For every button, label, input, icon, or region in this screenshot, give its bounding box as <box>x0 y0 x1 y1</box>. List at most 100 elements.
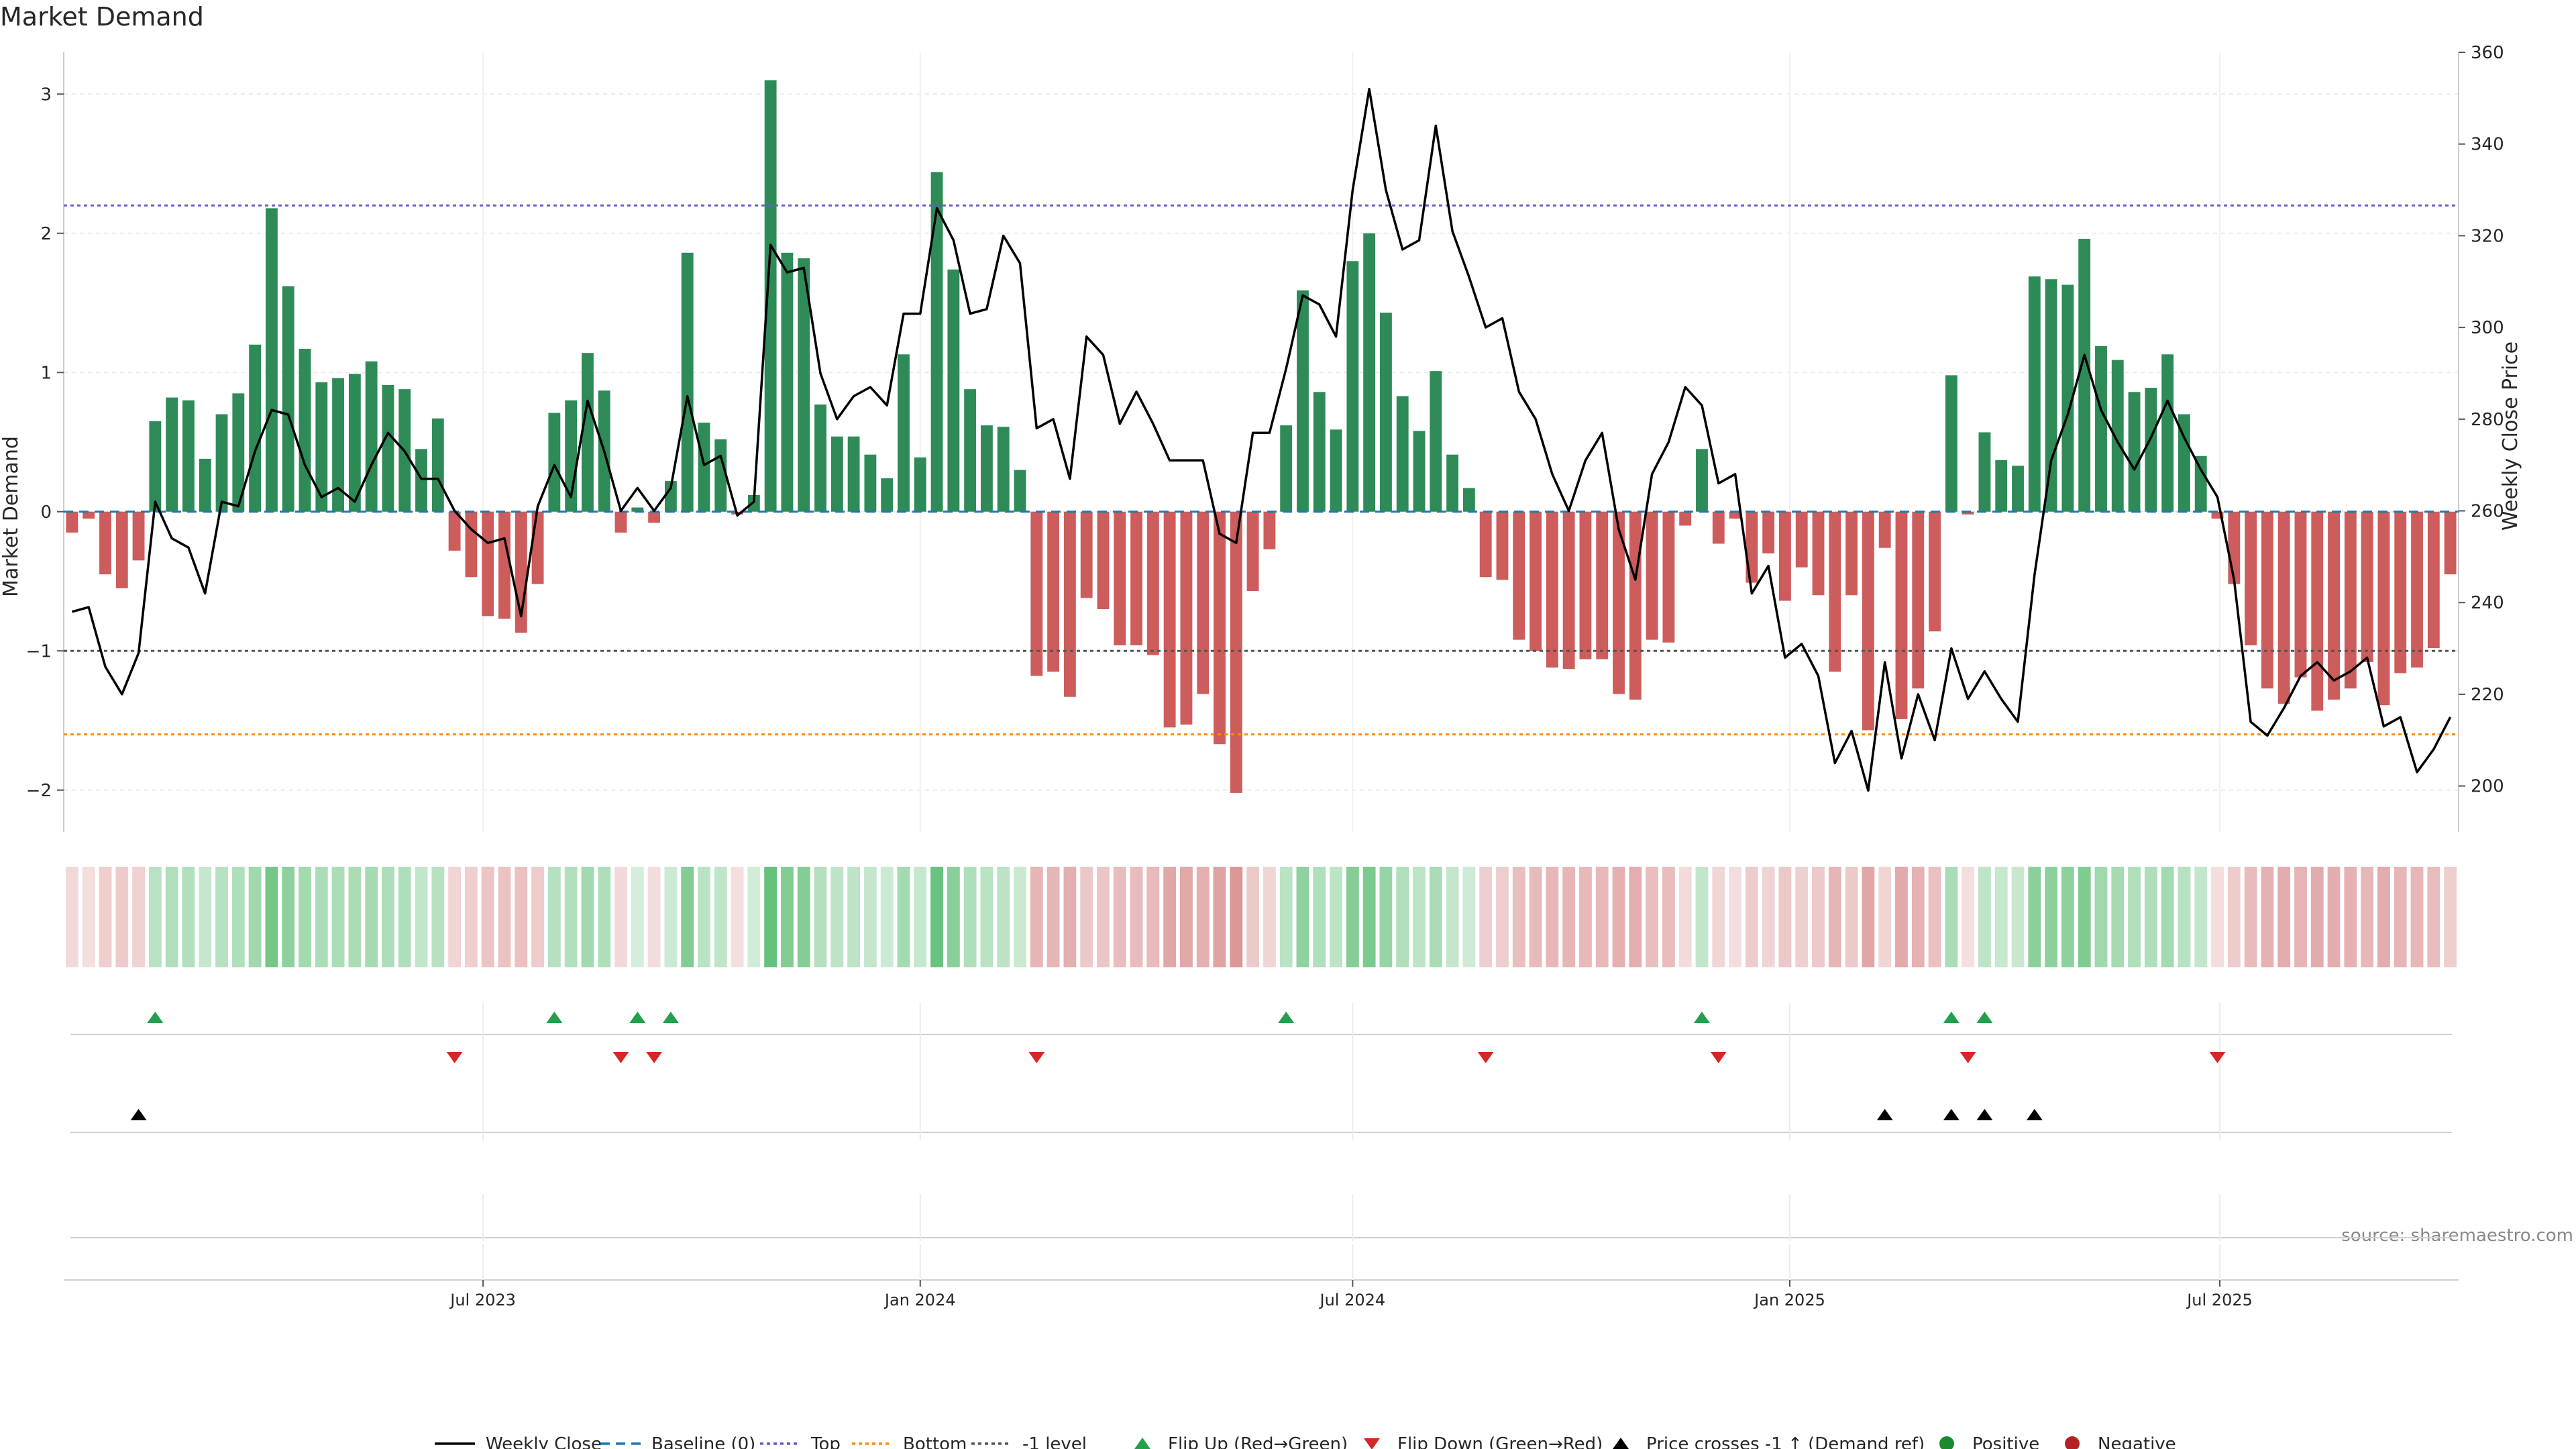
strip-cell-negative <box>1479 867 1493 967</box>
strip-cell-positive <box>781 867 794 967</box>
demand-bar-positive <box>1280 425 1293 512</box>
strip-cell-positive <box>581 867 594 967</box>
demand-bar-negative <box>115 511 128 588</box>
demand-bar-negative <box>1180 511 1193 725</box>
strip-cell-negative <box>1512 867 1525 967</box>
demand-bar-positive <box>182 400 195 512</box>
demand-bar-negative <box>482 511 494 616</box>
legend: Weekly Close Baseline (0) Top Bottom -1 leve… <box>435 1434 2176 1449</box>
strip-cell-negative <box>464 867 478 967</box>
legend-swatch-dot <box>2065 1436 2080 1449</box>
demand-bar-negative <box>648 511 661 523</box>
strip-cell-negative <box>2211 867 2224 967</box>
strip-cell-positive <box>165 867 178 967</box>
demand-bar-positive <box>2161 354 2174 512</box>
legend-label: -1 level <box>1022 1434 1087 1449</box>
demand-bar-positive <box>714 439 727 512</box>
strip-cell-positive <box>1413 867 1426 967</box>
strip-cell-negative <box>1745 867 1758 967</box>
legend-label: Weekly Close <box>486 1434 602 1449</box>
strip-cell-positive <box>1945 867 1958 967</box>
demand-bar-positive <box>1346 261 1359 512</box>
strip-cell-negative <box>1046 867 1060 967</box>
legend-label: Bottom <box>903 1434 967 1449</box>
demand-bar-negative <box>1929 511 1941 632</box>
strip-cell-negative <box>1629 867 1642 967</box>
strip-cell-negative <box>1113 867 1126 967</box>
demand-bar-positive <box>1945 375 1957 512</box>
demand-bar-negative <box>1762 511 1775 553</box>
demand-bar-positive <box>2194 455 2207 512</box>
strip-cell-negative <box>2444 867 2457 967</box>
demand-bar-positive <box>431 418 444 512</box>
flip-down-marker <box>446 1052 463 1063</box>
demand-bar-negative <box>1746 511 1758 583</box>
left-tick-label: 1 <box>40 363 52 383</box>
demand-bar-positive <box>365 361 378 512</box>
strip-cell-negative <box>2377 867 2390 967</box>
strip-cell-positive <box>2011 867 2025 967</box>
demand-bar-positive <box>332 378 344 512</box>
strip-cell-positive <box>2194 867 2208 967</box>
chart-title: Market Demand <box>0 2 204 32</box>
strip-cell-positive <box>2178 867 2191 967</box>
demand-bar-positive <box>548 413 561 512</box>
demand-bar-negative <box>1962 511 1974 515</box>
strip-cell-positive <box>148 867 162 967</box>
demand-bar-negative <box>1629 511 1642 700</box>
demand-bar-negative <box>1562 511 1575 669</box>
strip-cell-positive <box>564 867 578 967</box>
strip-cell-negative <box>1595 867 1609 967</box>
strip-cell-positive <box>299 867 311 967</box>
demand-bar-positive <box>149 421 162 512</box>
strip-cell-negative <box>647 867 661 967</box>
demand-bar-positive <box>382 384 394 512</box>
demand-bar-negative <box>1080 511 1093 598</box>
strip-cell-negative <box>1828 867 1841 967</box>
strip-cell-positive <box>1014 867 1026 967</box>
strip-cell-negative <box>448 867 462 967</box>
demand-bar-negative <box>1862 511 1874 731</box>
demand-bar-positive <box>315 382 328 512</box>
demand-heat-strip <box>65 867 2457 967</box>
flip-up-marker <box>629 1012 646 1023</box>
demand-bar-positive <box>747 494 760 512</box>
strip-cell-negative <box>1562 867 1576 967</box>
weekly-close-line <box>71 87 2452 792</box>
strip-cell-positive <box>631 867 644 967</box>
demand-bar-negative <box>1729 511 1741 519</box>
demand-bar-positive <box>964 389 977 512</box>
demand-bar-positive <box>232 393 245 512</box>
flip-down-marker <box>1028 1052 1045 1063</box>
left-tick-label: 3 <box>40 85 52 105</box>
demand-bar-positive <box>847 436 860 512</box>
legend-label: Positive <box>1972 1434 2039 1449</box>
demand-bar-positive <box>215 414 228 512</box>
strip-cell-negative <box>481 867 494 967</box>
demand-bar-negative <box>132 511 145 561</box>
strip-cell-negative <box>1030 867 1043 967</box>
strip-cell-negative <box>1063 867 1077 967</box>
demand-bar-positive <box>864 454 877 512</box>
strip-cell-negative <box>1862 867 1875 967</box>
strip-cell-negative <box>1097 867 1110 967</box>
demand-bar-negative <box>1496 511 1509 580</box>
flip-down-marker <box>2209 1052 2226 1063</box>
left-tick-labels: 3 2 1 0 −1 −2 <box>26 85 64 801</box>
demand-bar-positive <box>1330 429 1342 512</box>
demand-bar-negative <box>1795 511 1808 568</box>
strip-cell-positive <box>1362 867 1376 967</box>
legend-swatch-dot <box>1939 1436 1954 1449</box>
strip-cell-positive <box>331 867 345 967</box>
demand-bar-negative <box>1579 511 1592 659</box>
flip-up-marker <box>1976 1012 1993 1023</box>
legend-label: Negative <box>2098 1434 2176 1449</box>
strip-cell-negative <box>1529 867 1542 967</box>
legend-label: Price crosses -1 ↑ (Demand ref) <box>1646 1434 1925 1449</box>
demand-bar-positive <box>1396 396 1409 512</box>
strip-cell-negative <box>2427 867 2440 967</box>
legend-swatch-up-triangle <box>1613 1438 1629 1449</box>
strip-cell-positive <box>398 867 411 967</box>
strip-cell-positive <box>315 867 328 967</box>
